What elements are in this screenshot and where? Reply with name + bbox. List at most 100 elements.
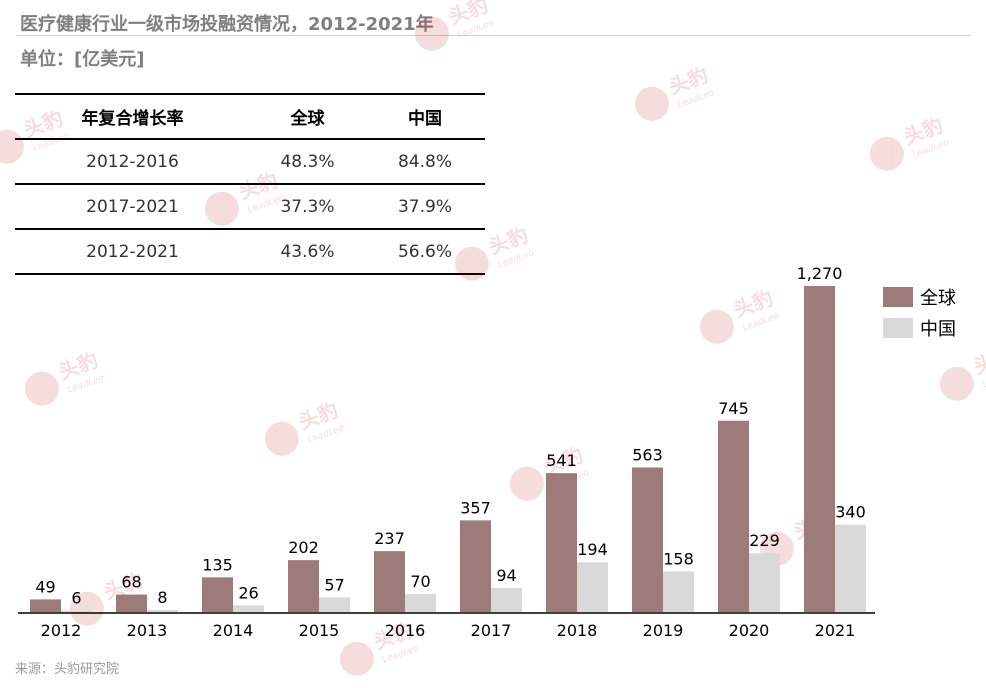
title-divider <box>16 35 971 36</box>
bar-china <box>663 571 694 612</box>
data-label: 541 <box>546 451 577 470</box>
bar-global <box>632 467 663 612</box>
table-cell-period: 2012-2016 <box>15 139 250 185</box>
watermark-emblem-icon <box>869 136 904 171</box>
bar-global <box>288 560 319 612</box>
watermark-emblem-icon <box>634 86 669 121</box>
watermark-emblem-icon <box>699 309 734 344</box>
legend-swatch <box>883 287 913 307</box>
source-note: 来源：头豹研究院 <box>15 662 120 677</box>
data-label: 340 <box>835 503 866 522</box>
data-label: 6 <box>71 588 81 607</box>
data-label: 57 <box>324 575 344 594</box>
table-cell-period: 2012-2021 <box>15 229 250 275</box>
bar-global <box>804 286 835 612</box>
bar-global <box>374 551 405 612</box>
watermark-emblem-icon <box>414 16 449 51</box>
data-label: 135 <box>202 555 233 574</box>
bar-china <box>405 594 436 612</box>
header-china: 中国 <box>365 93 485 140</box>
legend-swatch <box>883 318 913 338</box>
bar-china <box>491 587 522 612</box>
table-cell-china: 37.9% <box>365 184 485 230</box>
table-row: 2017-2021 37.3% 37.9% <box>15 184 485 230</box>
data-label: 202 <box>288 538 319 557</box>
x-tick-label: 2015 <box>299 621 340 640</box>
x-tick-label: 2017 <box>471 621 512 640</box>
bar-china <box>835 524 866 612</box>
bar-global <box>116 594 147 612</box>
table-cell-period: 2017-2021 <box>15 184 250 230</box>
x-tick-label: 2021 <box>815 621 856 640</box>
watermark-emblem-icon <box>339 641 374 676</box>
table-cell-global: 37.3% <box>250 184 365 230</box>
data-label: 70 <box>410 572 430 591</box>
bar-china <box>233 605 264 612</box>
watermark-emblem-icon <box>939 366 974 401</box>
data-label: 8 <box>157 588 167 607</box>
bar-china <box>61 610 92 612</box>
watermark-emblem-icon <box>204 191 239 226</box>
legend-label: 全球 <box>920 288 956 309</box>
bar-global <box>546 473 577 612</box>
watermark-emblem-icon <box>69 591 104 626</box>
x-tick-label: 2013 <box>127 621 168 640</box>
watermark-sub: LeadLeo <box>981 368 986 391</box>
table-cell-global: 43.6% <box>250 229 365 275</box>
table-cell-china: 84.8% <box>365 139 485 185</box>
data-label: 26 <box>238 583 258 602</box>
bar-global <box>460 520 491 612</box>
data-label: 194 <box>577 540 608 559</box>
data-label: 237 <box>374 529 405 548</box>
data-label: 357 <box>460 498 491 517</box>
watermark-emblem-icon <box>509 466 544 501</box>
table-cell-china: 56.6% <box>365 229 485 275</box>
bar-global <box>718 420 749 612</box>
header-global: 全球 <box>250 93 365 140</box>
x-tick-label: 2016 <box>385 621 426 640</box>
x-tick-label: 2012 <box>41 621 82 640</box>
data-label: 49 <box>35 577 55 596</box>
table-row: 2012-2021 43.6% 56.6% <box>15 229 485 275</box>
bar-china <box>319 597 350 612</box>
bar-global <box>202 577 233 612</box>
bar-china <box>577 562 608 612</box>
data-label: 68 <box>121 573 141 592</box>
data-label: 1,270 <box>797 264 843 283</box>
table-cell-global: 48.3% <box>250 139 365 185</box>
watermark-emblem-icon <box>0 129 24 164</box>
table-row: 2012-2016 48.3% 84.8% <box>15 139 485 185</box>
chart-title: 医疗健康行业一级市场投融资情况，2012-2021年 <box>20 14 434 35</box>
data-label: 563 <box>632 445 663 464</box>
watermark-emblem-icon <box>454 246 489 281</box>
data-label: 158 <box>663 549 694 568</box>
x-tick-label: 2019 <box>643 621 684 640</box>
data-label: 745 <box>718 399 749 418</box>
bar-china <box>147 609 178 612</box>
watermark-brand: 头豹 <box>970 343 986 379</box>
bar-china <box>749 553 780 612</box>
data-label: 229 <box>749 531 780 550</box>
unit-label: 单位：[亿美元] <box>20 49 145 70</box>
x-tick-label: 2018 <box>557 621 598 640</box>
legend-label: 中国 <box>920 319 956 340</box>
x-tick-label: 2020 <box>729 621 770 640</box>
cagr-table: 年复合增长率 全球 中国 2012-2016 48.3% 84.8% 2017-… <box>15 93 485 275</box>
watermark-emblem-icon <box>264 421 299 456</box>
watermark-emblem-icon <box>24 371 59 406</box>
bar-global <box>30 599 61 612</box>
table-header-row: 年复合增长率 全球 中国 <box>15 93 485 140</box>
x-tick-label: 2014 <box>213 621 254 640</box>
data-label: 94 <box>496 566 516 585</box>
